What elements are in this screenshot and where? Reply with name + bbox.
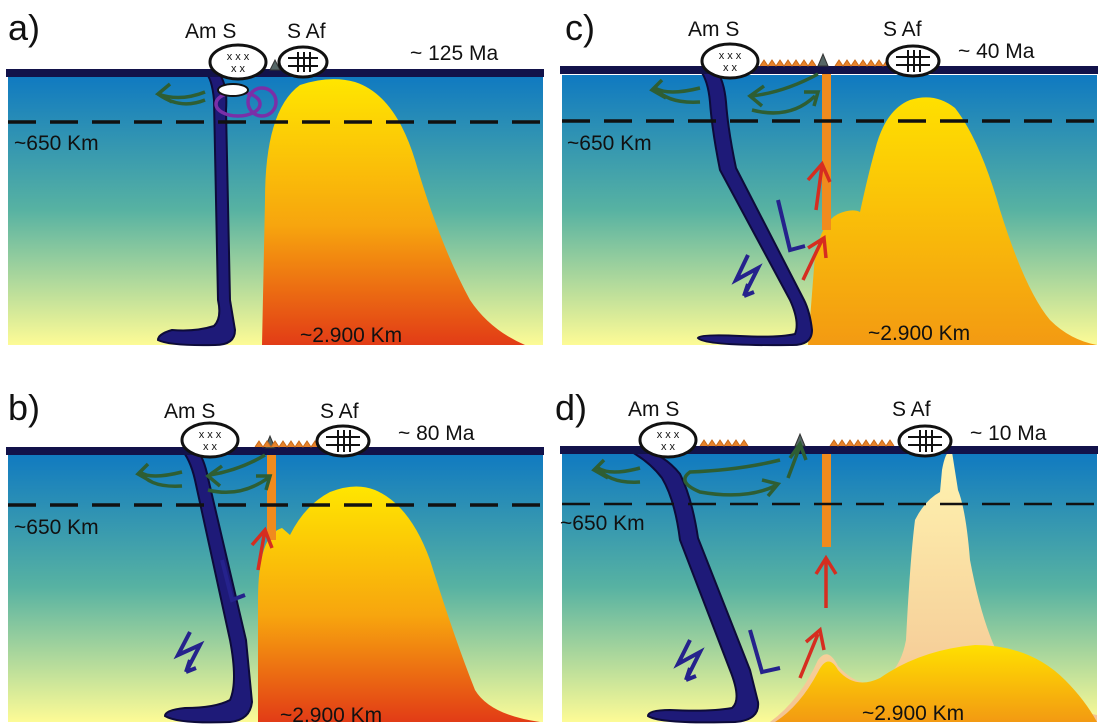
magma-conduit <box>267 450 276 540</box>
lower-depth-label: ~2.900 Km <box>300 324 402 347</box>
continent-label-right: S Af <box>892 398 931 421</box>
magma-conduit <box>822 447 831 547</box>
age-label: ~ 125 Ma <box>410 42 498 65</box>
age-label: ~ 80 Ma <box>398 422 475 445</box>
panel-letter: d) <box>555 387 587 428</box>
age-label: ~ 40 Ma <box>958 40 1035 63</box>
continent-am-s: x x x x x <box>702 44 758 78</box>
panel-letter: a) <box>8 7 40 48</box>
upper-depth-label: ~650 Km <box>14 516 99 539</box>
plume-loop-white <box>218 84 248 96</box>
ridge-sediments <box>255 441 319 447</box>
panel-letter: b) <box>8 387 40 428</box>
continent-am-s: x x x x x <box>182 423 238 457</box>
svg-text:x x x: x x x <box>719 50 742 62</box>
continent-s-af <box>899 426 951 456</box>
continent-label-right: S Af <box>883 18 922 41</box>
upper-depth-label: ~650 Km <box>14 132 99 155</box>
svg-text:x x: x x <box>231 63 246 75</box>
ridge-marker <box>818 54 828 66</box>
svg-text:x x x: x x x <box>199 429 222 441</box>
lower-depth-label: ~2.900 Km <box>868 322 970 345</box>
continent-am-s: x x x x x <box>210 45 266 79</box>
svg-text:x x: x x <box>203 441 218 453</box>
continent-label-left: Am S <box>688 18 739 41</box>
upper-depth-label: ~650 Km <box>560 512 645 535</box>
continent-label-left: Am S <box>164 400 215 423</box>
upper-depth-label: ~650 Km <box>567 132 652 155</box>
svg-text:x x x: x x x <box>227 51 250 63</box>
svg-text:x x: x x <box>661 441 676 453</box>
svg-text:x x x: x x x <box>657 429 680 441</box>
continent-label-left: Am S <box>185 20 236 43</box>
panel-a: x x x x x a) Am S S Af ~ 125 Ma ~650 Km … <box>6 7 544 347</box>
lithosphere-plate <box>560 66 1098 74</box>
svg-text:x x: x x <box>723 62 738 74</box>
panel-c: x x x x x c) Am S S Af ~ 40 Ma ~650 Km ~… <box>560 7 1098 345</box>
continent-label-right: S Af <box>320 400 359 423</box>
magma-conduit <box>822 70 831 230</box>
panel-letter: c) <box>565 7 595 48</box>
continent-label-left: Am S <box>628 398 679 421</box>
lower-depth-label: ~2.900 Km <box>862 702 964 725</box>
continent-s-af <box>279 47 327 77</box>
panel-b: x x x x x b) Am S S Af ~ 80 Ma ~650 Km ~… <box>6 387 544 727</box>
age-label: ~ 10 Ma <box>970 422 1047 445</box>
continent-s-af <box>887 46 939 76</box>
continent-s-af <box>317 426 369 456</box>
continent-label-right: S Af <box>287 20 326 43</box>
continent-am-s: x x x x x <box>640 423 696 457</box>
panel-d: x x x x x d) Am S S Af ~ 10 Ma ~650 Km ~… <box>555 387 1098 725</box>
lower-depth-label: ~2.900 Km <box>280 704 382 727</box>
